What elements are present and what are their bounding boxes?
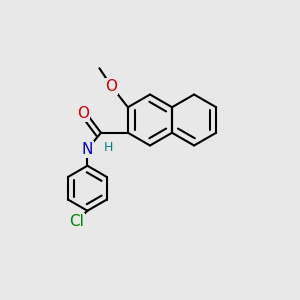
Text: N: N [82,142,93,157]
Text: O: O [105,79,117,94]
Text: Cl: Cl [70,214,84,229]
Text: O: O [77,106,89,121]
Text: H: H [104,141,113,154]
